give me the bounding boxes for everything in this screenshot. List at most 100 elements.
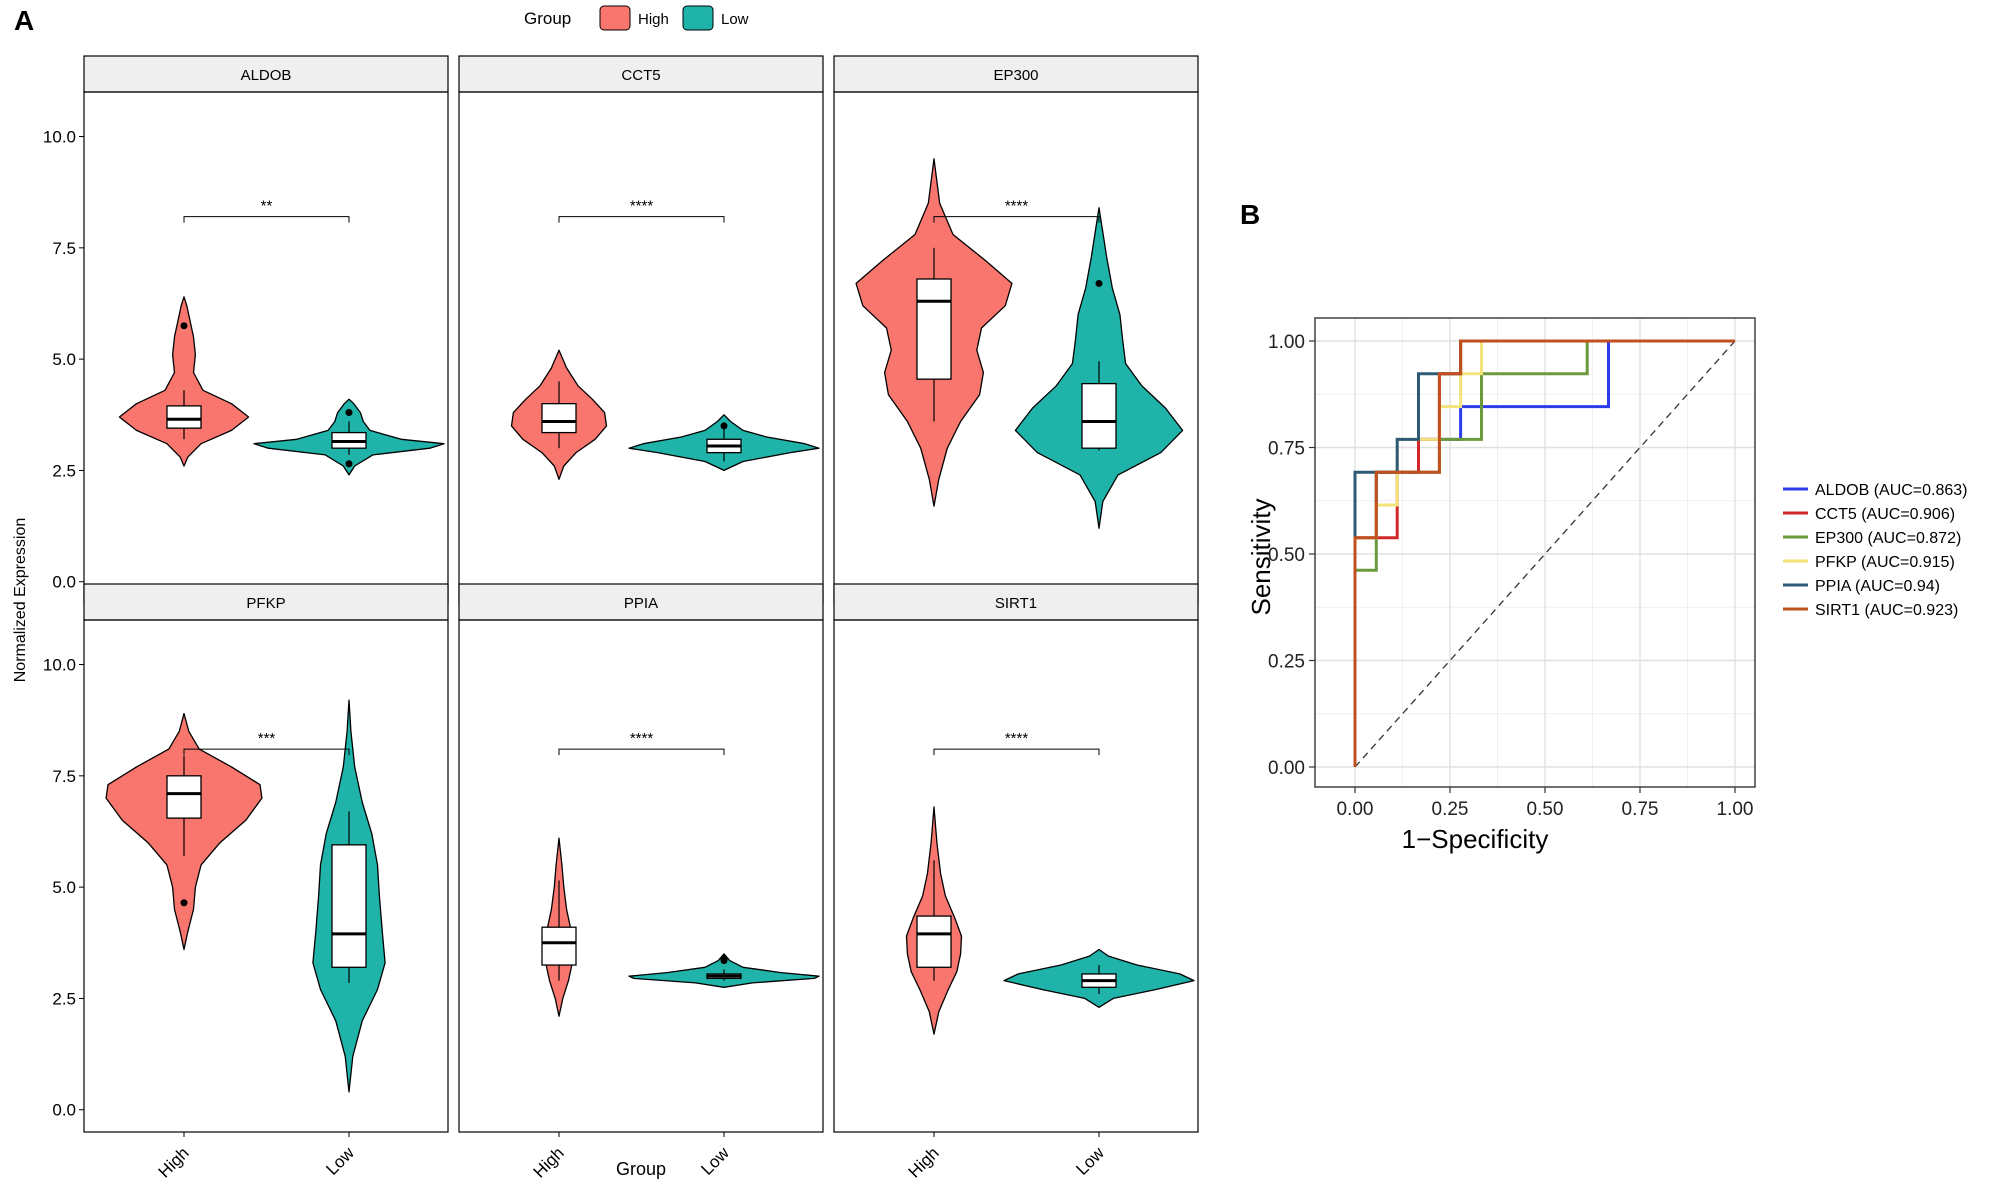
box-high — [541, 403, 577, 434]
significance-bracket — [183, 748, 350, 756]
outlier-point — [180, 899, 188, 907]
y-tick-label: 7.5 — [52, 767, 76, 786]
x-tick-label: 0.75 — [1622, 799, 1659, 820]
box-high — [166, 775, 202, 819]
facet-ppia: PPIA High Low **** — [458, 583, 824, 1181]
y-tick-label: 5.0 — [52, 350, 76, 369]
legend-key-low — [682, 5, 714, 31]
roc-y-axis-title: Sensitivity — [1246, 498, 1276, 615]
panel-label-a: A — [14, 5, 34, 36]
significance-label: **** — [630, 730, 654, 747]
facet-panel — [83, 619, 449, 1133]
box-low — [1081, 382, 1117, 449]
violin-panels: ALDOB0.02.55.07.510.0**CCT5****EP300****… — [43, 55, 1199, 1181]
x-tick-label: Low — [697, 1143, 733, 1179]
facet-title: ALDOB — [241, 67, 292, 84]
facet-strip — [83, 583, 449, 621]
facet-aldob: ALDOB 0.0 2.5 5.0 7.5 10.0 ** — [43, 55, 449, 605]
facet-title: SIRT1 — [995, 595, 1037, 612]
facet-panel — [458, 619, 824, 1133]
box-high — [916, 915, 952, 968]
facet-ep300: EP300 **** — [833, 55, 1199, 605]
facet-panel — [458, 91, 824, 605]
significance-label: **** — [1005, 198, 1029, 215]
facet-panel — [833, 619, 1199, 1133]
significance-label: **** — [630, 198, 654, 215]
significance-bracket — [183, 216, 350, 223]
significance-label: *** — [258, 730, 276, 747]
facet-strip — [458, 55, 824, 93]
roc-legend-label-pfkp: PFKP (AUC=0.915) — [1815, 554, 1955, 571]
violin-legend: Group High Low — [524, 5, 749, 31]
panel-label-b: B — [1240, 199, 1260, 230]
box-low — [331, 844, 367, 968]
y-tick-label: 2.5 — [52, 461, 76, 480]
outlier-point — [1095, 279, 1103, 287]
roc-background — [1315, 318, 1755, 787]
roc-legend-label-sirt1: SIRT1 (AUC=0.923) — [1815, 602, 1958, 619]
legend-key-high — [599, 5, 631, 31]
x-tick-label: 0.25 — [1432, 799, 1469, 820]
roc-legend-label-ep300: EP300 (AUC=0.872) — [1815, 530, 1961, 547]
facet-pfkp: PFKP 0.0 2.5 5.0 7.5 10.0 High Low *** — [43, 583, 449, 1181]
x-tick-label: 1.00 — [1717, 799, 1754, 820]
facet-panel — [833, 91, 1199, 605]
roc-x-axis-title: 1−Specificity — [1402, 824, 1549, 854]
facet-panel — [83, 91, 449, 605]
significance-label: ** — [261, 198, 273, 215]
y-tick-label: 0.50 — [1268, 545, 1305, 566]
x-tick-label: 0.50 — [1527, 799, 1564, 820]
facet-title: PFKP — [246, 595, 285, 612]
significance-bracket — [933, 216, 1100, 223]
y-tick-label: 0.0 — [52, 1101, 76, 1120]
facet-title: CCT5 — [621, 67, 660, 84]
roc-legend-label-aldob: ALDOB (AUC=0.863) — [1815, 482, 1968, 499]
facet-strip — [833, 55, 1199, 93]
y-tick-label: 10.0 — [43, 128, 76, 147]
y-tick-label: 0.0 — [52, 573, 76, 592]
x-tick-label: High — [155, 1143, 193, 1181]
outlier-point — [180, 322, 188, 330]
outlier-point — [345, 409, 353, 417]
y-tick-label: 10.0 — [43, 656, 76, 675]
roc-legend-label-cct5: CCT5 (AUC=0.906) — [1815, 506, 1955, 523]
y-tick-label: 2.5 — [52, 989, 76, 1008]
facet-strip — [833, 583, 1199, 621]
legend-title: Group — [524, 9, 571, 28]
y-tick-label: 0.25 — [1268, 652, 1305, 673]
roc-legend: ALDOB (AUC=0.863) CCT5 (AUC=0.906) EP300 (… — [1783, 482, 1968, 619]
y-tick-label: 0.00 — [1268, 758, 1305, 779]
outlier-point — [345, 460, 353, 468]
outlier-point — [720, 422, 728, 430]
y-tick-label: 7.5 — [52, 239, 76, 258]
box-high — [916, 278, 952, 380]
significance-bracket — [558, 216, 725, 223]
legend-label-high: High — [638, 11, 669, 28]
roc-legend-label-ppia: PPIA (AUC=0.94) — [1815, 578, 1940, 595]
y-tick-label: 0.75 — [1268, 439, 1305, 460]
legend-label-low: Low — [721, 11, 749, 28]
roc-panel: 0.00 0.25 0.50 0.75 1.00 0.00 0.25 0.50 0.75 1.00… — [1268, 317, 1968, 820]
x-tick-label: 0.00 — [1337, 799, 1374, 820]
outlier-point — [720, 957, 728, 965]
y-tick-label: 5.0 — [52, 878, 76, 897]
facet-cct5: CCT5 **** — [458, 55, 824, 605]
facet-strip — [83, 55, 449, 93]
violin-x-axis-title: Group — [616, 1159, 666, 1179]
violin-y-axis-title: Normalized Expression — [12, 518, 29, 683]
x-tick-label: High — [905, 1143, 943, 1181]
facet-strip — [458, 583, 824, 621]
y-tick-label: 1.00 — [1268, 332, 1305, 353]
roc-border — [1314, 317, 1756, 788]
box-high — [166, 405, 202, 429]
box-high — [541, 926, 577, 966]
violin-high — [118, 296, 250, 467]
facet-sirt1: SIRT1 High Low **** — [833, 583, 1199, 1181]
significance-bracket — [933, 748, 1100, 756]
facet-title: EP300 — [993, 67, 1038, 84]
x-tick-label: High — [530, 1143, 568, 1181]
roc-curve-sirt1 — [1353, 339, 1735, 767]
x-tick-label: Low — [1072, 1143, 1108, 1179]
x-tick-label: Low — [322, 1143, 358, 1179]
